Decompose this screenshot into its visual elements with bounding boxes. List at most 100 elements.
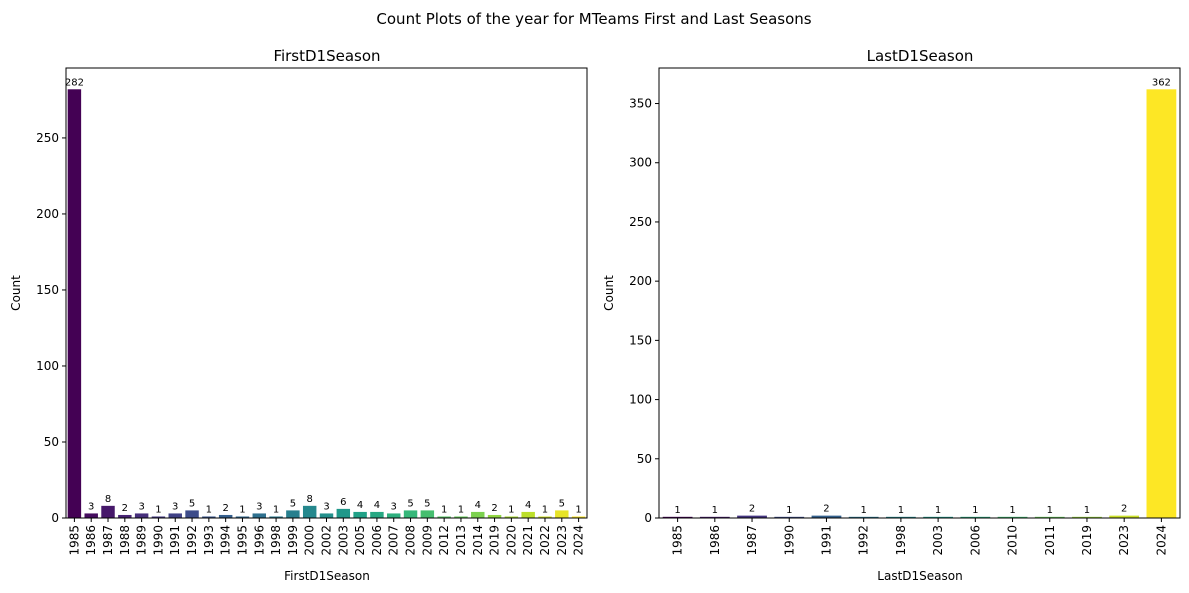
y-axis-label: Count [602,275,616,311]
x-tick-label: 1989 [135,525,149,556]
data-label: 5 [290,498,296,509]
x-tick-label: 2020 [504,525,518,556]
chart-first-d1-season: FirstD1Season FirstD1Season Count 282198… [9,47,588,583]
y-tick-label: 100 [36,359,59,373]
data-label: 1 [542,504,548,515]
data-label: 1 [239,504,245,515]
x-tick-label: 2024 [572,525,586,556]
bar [571,516,586,518]
x-tick-label: 1985 [67,525,81,556]
bar [487,514,502,518]
bar [923,516,953,518]
y-tick-label: 200 [629,274,652,288]
x-tick-label: 2006 [370,525,384,556]
data-label: 8 [105,494,111,505]
x-tick-label: 1996 [252,525,266,556]
chart-title: LastD1Season [867,47,974,65]
bar [235,516,250,518]
bar [538,516,552,518]
bar [471,511,485,518]
bar [420,510,435,518]
x-tick-label: 2010 [1006,525,1020,556]
x-tick-label: 1991 [168,525,182,556]
data-label: 3 [323,501,329,512]
data-label: 1 [1084,505,1090,516]
bar [504,516,519,518]
data-label: 4 [475,500,481,511]
bar [811,515,842,518]
data-label: 2 [122,503,128,514]
bar [370,511,384,518]
x-tick-label: 2009 [420,525,434,556]
x-tick-label: 2000 [303,525,317,556]
x-tick-label: 1998 [269,525,283,556]
x-tick-label: 1985 [671,525,685,556]
bar [403,510,418,518]
plot-frame [658,67,1181,519]
data-label: 1 [1047,505,1053,516]
y-tick-label: 200 [36,207,59,221]
y-tick-label: 100 [629,393,652,407]
x-tick-label: 1995 [235,525,249,556]
data-label: 5 [424,498,430,509]
bar [886,516,916,518]
x-tick-label: 2012 [437,525,451,556]
bar [737,515,767,518]
bar [997,516,1028,518]
x-tick-label: 2019 [488,525,502,556]
x-tick-label: 1994 [219,525,233,556]
x-tick-label: 2021 [521,525,535,556]
data-label: 3 [138,501,144,512]
data-label: 8 [307,494,313,505]
data-label: 5 [189,498,195,509]
data-label: 1 [1009,505,1015,516]
x-tick-label: 1986 [708,525,722,556]
data-label: 1 [458,504,464,515]
bar [1146,89,1177,518]
x-tick-label: 1992 [857,525,871,556]
bar [101,505,115,518]
x-tick-label: 2007 [387,525,401,556]
data-label: 4 [357,500,363,511]
x-tick-label: 1998 [894,525,908,556]
y-tick-label: 50 [637,452,652,466]
data-label: 1 [155,504,161,515]
bar [353,511,367,518]
x-tick-label: 1987 [745,525,759,556]
data-label: 1 [575,504,581,515]
x-tick-label: 1992 [185,525,199,556]
x-tick-label: 2002 [320,525,334,556]
y-tick-label: 300 [629,156,652,170]
bar [168,513,182,518]
x-axis-label: LastD1Season [877,569,962,583]
data-label: 5 [407,498,413,509]
bar [555,510,569,518]
x-tick-label: 1990 [151,525,165,556]
x-tick-label: 2008 [404,525,418,556]
bar [286,510,300,518]
bar [387,513,401,518]
data-label: 1 [206,504,212,515]
y-tick-label: 0 [51,511,59,525]
bar [118,514,132,518]
x-axis-label: FirstD1Season [284,569,370,583]
bar [252,513,266,518]
bar [848,516,879,518]
bar [319,513,334,518]
bar [774,516,805,518]
data-label: 2 [749,504,755,515]
y-tick-label: 350 [629,97,652,111]
plot-frame [65,67,588,519]
x-tick-label: 2022 [538,525,552,556]
bar [134,513,149,518]
x-tick-label: 2003 [336,525,350,556]
x-tick-label: 2023 [1117,525,1131,556]
data-label: 3 [391,501,397,512]
bar [84,513,98,518]
x-tick-label: 2011 [1043,525,1057,556]
data-label: 1 [441,504,447,515]
data-label: 362 [1152,77,1171,88]
bar [202,516,216,518]
x-tick-label: 2006 [968,525,982,556]
bar [185,510,199,518]
